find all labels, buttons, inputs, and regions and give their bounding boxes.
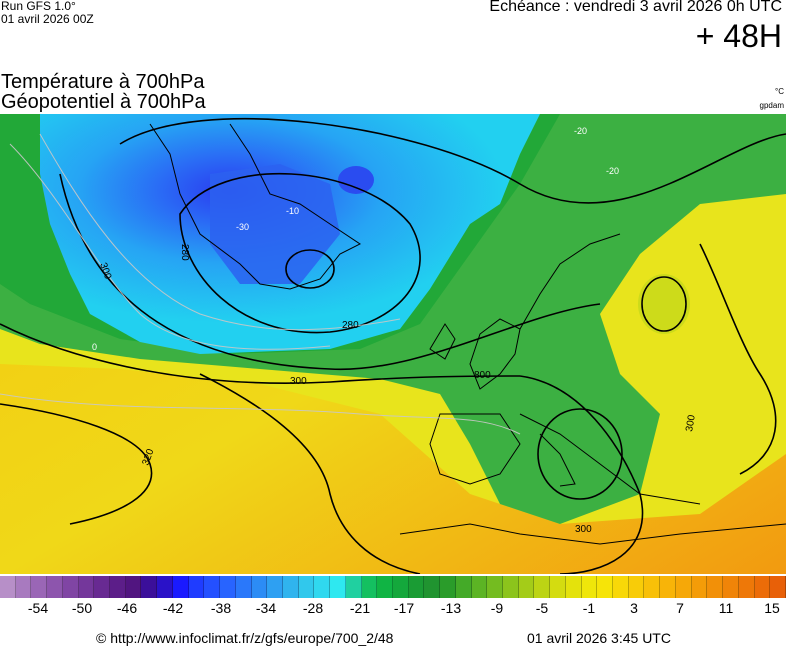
isotherm-label: -20	[606, 166, 619, 176]
isotherm-label: 0	[92, 342, 97, 352]
color-swatch	[110, 576, 126, 598]
color-swatch	[314, 576, 331, 598]
color-swatch	[141, 576, 158, 598]
temperature-unit: °C	[775, 87, 784, 96]
source-url[interactable]: © http://www.infoclimat.fr/z/gfs/europe/…	[96, 630, 394, 646]
color-swatch	[204, 576, 221, 598]
color-swatch	[550, 576, 566, 598]
color-swatch	[440, 576, 456, 598]
color-swatch	[613, 576, 629, 598]
color-swatch	[330, 576, 346, 598]
color-swatch	[47, 576, 63, 598]
color-swatch	[62, 576, 79, 598]
geopotential-label: 280	[342, 320, 359, 331]
color-swatch	[707, 576, 724, 598]
color-swatch	[94, 576, 111, 598]
scale-tick-label: -42	[162, 600, 184, 616]
scale-tick-label: -54	[27, 600, 49, 616]
mild-spot	[638, 274, 690, 334]
geopotential-label: 280	[179, 244, 190, 261]
color-swatch	[392, 576, 409, 598]
isotherm-label: -10	[286, 206, 299, 216]
color-swatch	[345, 576, 362, 598]
scale-tick-label: -28	[302, 600, 324, 616]
geopotential-contours	[0, 118, 786, 574]
color-swatch	[534, 576, 551, 598]
temperature-title: Température à 700hPa	[1, 71, 205, 93]
color-swatch	[31, 576, 48, 598]
color-swatch	[723, 576, 739, 598]
color-swatch	[597, 576, 614, 598]
color-swatch	[377, 576, 393, 598]
isotherm-label: -20	[574, 126, 587, 136]
color-swatch	[471, 576, 488, 598]
color-swatch	[424, 576, 441, 598]
color-swatch	[220, 576, 236, 598]
color-swatch	[628, 576, 645, 598]
color-swatch	[361, 576, 378, 598]
cold-spot	[338, 166, 374, 194]
isotherm-label: -30	[236, 222, 249, 232]
color-swatch	[581, 576, 598, 598]
scale-tick-label: 7	[676, 600, 684, 616]
run-label: Run GFS 1.0°	[1, 0, 76, 13]
color-swatch	[770, 576, 786, 598]
color-swatch	[267, 576, 283, 598]
color-swatch	[487, 576, 503, 598]
scale-tick-label: -9	[490, 600, 504, 616]
color-swatch	[172, 576, 189, 598]
geopotential-label: 800	[474, 370, 491, 381]
color-swatch	[188, 576, 205, 598]
color-swatch	[298, 576, 315, 598]
color-swatch	[157, 576, 173, 598]
color-swatch	[455, 576, 472, 598]
valid-time-label: Echéance : vendredi 3 avril 2026 0h UTC	[489, 0, 782, 15]
color-swatch	[518, 576, 535, 598]
color-swatch	[691, 576, 708, 598]
scale-tick-label: -5	[535, 600, 549, 616]
scale-tick-label: -1	[582, 600, 596, 616]
color-swatch	[15, 576, 32, 598]
run-date: 01 avril 2026 00Z	[1, 12, 94, 26]
scale-tick-label: -50	[71, 600, 93, 616]
color-swatch	[408, 576, 425, 598]
scale-tick-label: -13	[440, 600, 462, 616]
isotherms	[0, 133, 521, 435]
color-swatch	[235, 576, 252, 598]
color-swatch	[0, 576, 16, 598]
scale-tick-label: 11	[718, 600, 734, 616]
color-swatch	[644, 576, 661, 598]
color-swatch	[660, 576, 676, 598]
color-swatch	[565, 576, 582, 598]
scale-tick-label: -34	[255, 600, 277, 616]
color-swatch	[738, 576, 755, 598]
generated-time: 01 avril 2026 3:45 UTC	[527, 630, 671, 646]
scale-tick-label: -46	[116, 600, 138, 616]
geopotential-label: 300	[575, 524, 592, 535]
scale-tick-label: 3	[630, 600, 638, 616]
color-swatch	[282, 576, 299, 598]
scale-tick-label: 15	[764, 600, 780, 616]
geopotential-label: 300	[684, 414, 698, 433]
color-scale-ticks: -54 -50 -46 -42 -38 -34 -28 -21 -17 -13 -9 -5 -1 3 7 11…	[0, 600, 786, 618]
color-swatch	[78, 576, 95, 598]
color-swatch	[503, 576, 519, 598]
geopotential-unit: gpdam	[759, 101, 784, 110]
color-swatch	[251, 576, 268, 598]
scale-tick-label: -21	[349, 600, 371, 616]
color-scale	[0, 576, 786, 598]
color-swatch	[125, 576, 142, 598]
lead-time-label: + 48H	[695, 18, 782, 54]
geopotential-title: Géopotentiel à 700hPa	[1, 91, 206, 113]
scale-tick-label: -38	[210, 600, 232, 616]
color-swatch	[754, 576, 771, 598]
geopotential-label: 300	[290, 376, 307, 387]
scale-tick-label: -17	[393, 600, 415, 616]
color-swatch	[675, 576, 692, 598]
cold-core	[210, 164, 340, 284]
